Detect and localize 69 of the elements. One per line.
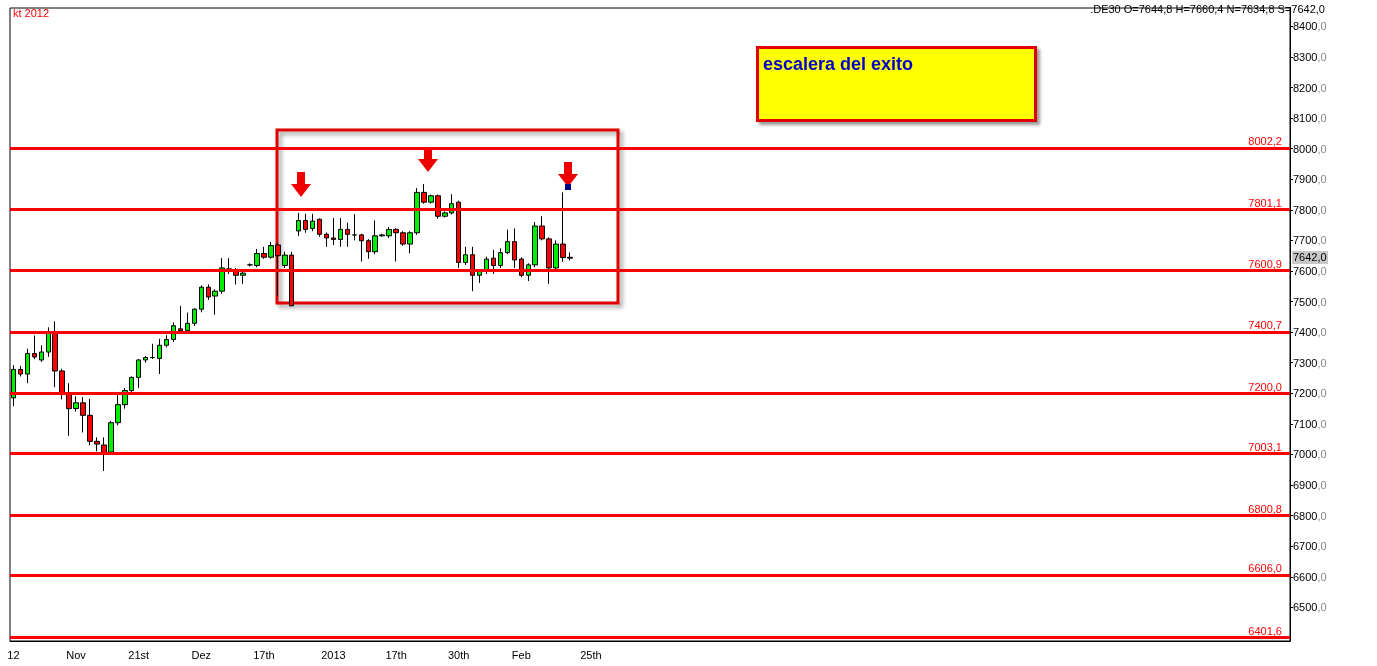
y-tick-label: 7700,0 — [1293, 234, 1327, 247]
y-tick-label: 8200,0 — [1293, 81, 1327, 94]
x-tick-label: 17th — [385, 648, 407, 661]
y-tick-label: 7800,0 — [1293, 203, 1327, 216]
y-tick-label: 6700,0 — [1293, 540, 1327, 553]
y-tick-label: 8000,0 — [1293, 142, 1327, 155]
x-tick-label: Nov — [66, 648, 87, 661]
candlestick — [505, 229, 510, 255]
note-box: escalera del exito — [756, 46, 1037, 122]
candlestick — [359, 233, 364, 263]
y-tick-label: 6500,0 — [1293, 601, 1327, 614]
ref-line-label: 6606,0 — [1248, 562, 1282, 575]
y-tick-label: 6900,0 — [1293, 479, 1327, 492]
candlestick — [296, 212, 301, 237]
candlestick — [352, 213, 357, 241]
y-tick-label: 7600,0 — [1293, 264, 1327, 277]
candlestick — [303, 213, 308, 234]
y-tick-label: 7900,0 — [1293, 173, 1327, 186]
annotation: .DE30 O=7644,8 H=7660,4 N=7634,8 S=7642,0 — [1090, 3, 1325, 15]
x-tick-label: 12 — [7, 648, 20, 661]
y-tick-label: 7500,0 — [1293, 295, 1327, 308]
candlestick — [338, 217, 343, 248]
y-tick-label: 7100,0 — [1293, 417, 1327, 430]
annotation: escalera del exito — [763, 54, 914, 75]
x-tick-label: Feb — [511, 648, 531, 661]
ref-line-label: 6401,6 — [1248, 624, 1282, 637]
candlestick — [498, 247, 503, 269]
ref-line-label: 8002,2 — [1248, 135, 1282, 148]
ref-line-label: 7400,7 — [1248, 319, 1282, 332]
candlestick — [39, 344, 44, 363]
y-tick-label: 7300,0 — [1293, 356, 1327, 369]
y-tick-label: 8100,0 — [1293, 112, 1327, 125]
candlestick — [345, 222, 350, 248]
candlestick — [192, 307, 197, 327]
x-tick-label: Dez — [191, 648, 212, 661]
candlestick — [324, 231, 329, 248]
y-tick-label: 6600,0 — [1293, 570, 1327, 583]
y-tick-label: 7000,0 — [1293, 448, 1327, 461]
candlestick — [317, 217, 322, 238]
candlestick — [150, 343, 155, 360]
candlestick — [164, 334, 169, 348]
candlestick — [185, 312, 190, 333]
candlestick — [32, 335, 37, 360]
candlestick — [136, 358, 141, 389]
y-tick-label: 7200,0 — [1293, 387, 1327, 400]
candlestick — [463, 246, 468, 266]
candlestick — [25, 348, 30, 384]
candlestick — [143, 355, 148, 364]
x-tick-label: 17th — [253, 648, 275, 661]
ref-line-label: 6800,8 — [1248, 502, 1282, 515]
y-tick-label: 6800,0 — [1293, 509, 1327, 522]
candlestick — [199, 284, 204, 313]
ref-line-label: 7600,9 — [1248, 258, 1282, 271]
x-tick-label: 25th — [580, 648, 602, 661]
x-tick-label: 2013 — [321, 648, 346, 661]
candlestick — [310, 213, 315, 232]
ref-line-label: 7801,1 — [1248, 196, 1282, 209]
annotation: 7642,0 — [1292, 251, 1328, 265]
y-tick-label: 8300,0 — [1293, 50, 1327, 63]
y-tick-label: 7400,0 — [1293, 326, 1327, 339]
candlestick — [18, 365, 23, 377]
candlestick — [157, 338, 162, 375]
x-tick-label: 30th — [447, 648, 470, 661]
ref-line-label: 7003,1 — [1248, 441, 1282, 454]
ref-line-label: 7200,0 — [1248, 380, 1282, 393]
chart-title: kt 2012 — [13, 6, 50, 19]
x-tick-label: 21st — [128, 648, 150, 661]
y-tick-label: 8400,0 — [1293, 20, 1327, 33]
candlestick — [331, 217, 336, 246]
